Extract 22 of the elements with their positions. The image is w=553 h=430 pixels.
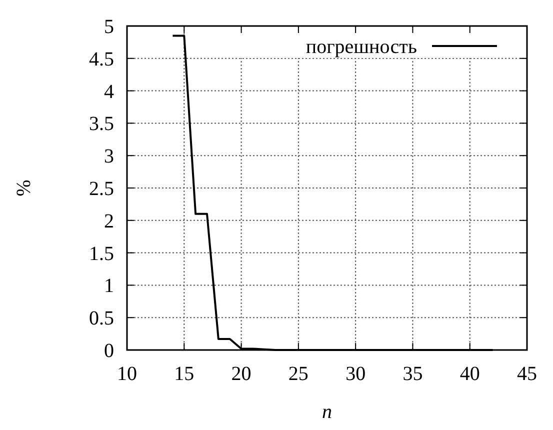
x-tick-label: 35 [402,363,423,385]
y-tick-label: 5 [104,16,114,38]
x-tick-label: 30 [346,363,366,385]
y-tick-label: 4.5 [89,48,114,70]
y-tick-label: 4 [104,80,114,103]
x-axis-title: n [322,401,332,423]
x-tick-label: 20 [231,363,252,385]
x-tick-label: 45 [517,363,537,385]
y-tick-label: 2 [104,210,114,232]
y-tick-label: 2.5 [89,178,114,200]
x-tick-label: 10 [117,363,137,385]
y-tick-label: 3 [104,146,114,168]
x-tick-label: 15 [174,363,194,385]
y-tick-label: 3.5 [89,113,114,136]
y-tick-label: 0.5 [89,308,114,330]
legend-label: погрешность [306,36,417,58]
y-axis-title: % [13,180,35,196]
y-tick-label: 0 [104,340,114,362]
x-tick-label: 40 [460,363,480,385]
x-tick-label: 25 [288,363,308,385]
y-tick-label: 1 [104,275,114,298]
y-tick-label: 1.5 [89,242,114,265]
